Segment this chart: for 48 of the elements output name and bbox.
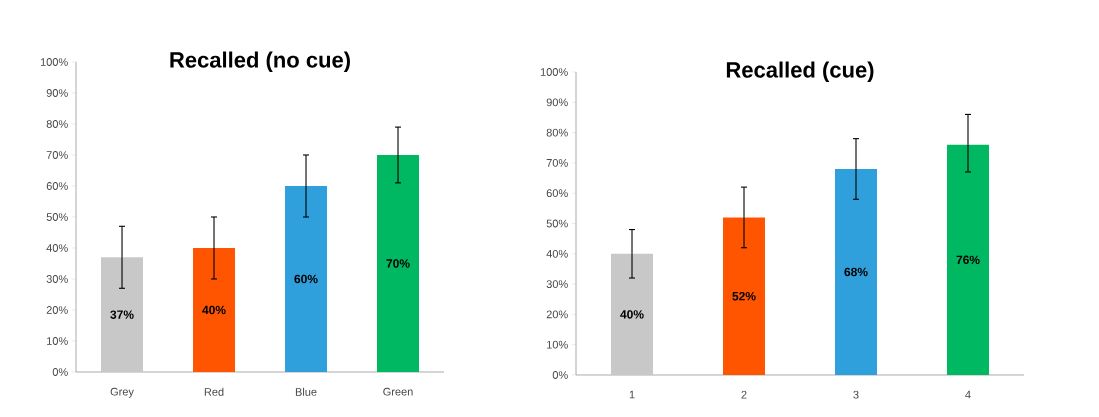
y-tick-label: 20% [546,310,568,319]
y-tick-label: 70% [46,151,68,159]
chart-title: Recalled (cue) [726,61,874,83]
data-label: 76% [956,255,980,265]
y-tick-label: 0% [552,371,568,379]
x-tick-label: Green [383,387,413,396]
y-tick-label: 90% [46,89,68,97]
y-tick-label: 100% [40,58,68,66]
y-tick-label: 100% [540,68,568,76]
data-label: 70% [386,259,410,268]
y-tick-label: 60% [546,189,568,198]
y-tick-label: 20% [46,306,68,314]
y-tick-label: 10% [47,337,68,345]
y-tick-label: 50% [46,213,68,221]
y-tick-label: 40% [46,244,68,252]
bar [193,247,236,372]
x-tick-label: Grey [110,387,134,398]
x-tick-label: 4 [965,390,971,399]
x-tick-label: Red [204,387,224,396]
y-tick-label: 80% [546,128,568,137]
bar [947,144,989,375]
y-tick-label: 60% [46,182,68,190]
bar [835,168,877,375]
chart-title: Recalled (no cue) [170,51,350,73]
y-tick-label: 0% [52,368,68,376]
data-label: 40% [202,305,226,315]
y-tick-label: 30% [46,275,68,283]
y-tick-label: 90% [546,98,568,107]
x-tick-label: Blue [295,387,317,396]
y-tick-label: 10% [547,340,568,349]
y-tick-label: 30% [546,280,568,288]
y-tick-label: 50% [546,219,568,228]
bar [101,257,144,372]
data-label: 60% [294,274,318,284]
bar [377,154,420,372]
x-tick-label: 2 [741,390,747,399]
bar [723,217,766,375]
x-tick-label: 3 [853,390,859,399]
bar [611,253,653,375]
y-tick-label: 40% [546,249,568,258]
bar [285,185,328,372]
data-label: 40% [620,310,644,319]
y-tick-label: 70% [546,159,568,167]
data-label: 37% [110,310,134,319]
y-tick-label: 80% [46,120,68,128]
data-label: 52% [732,291,756,301]
x-tick-label: 1 [629,390,635,399]
data-label: 68% [844,267,868,277]
